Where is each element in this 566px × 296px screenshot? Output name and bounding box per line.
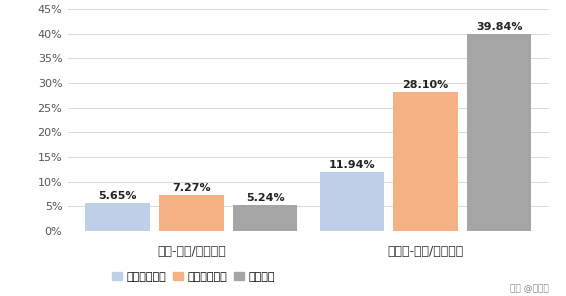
Text: 28.10%: 28.10% [402,80,449,90]
Text: 39.84%: 39.84% [476,22,522,32]
Text: 5.24%: 5.24% [246,193,285,203]
Bar [233,205,297,231]
Bar [393,92,458,231]
Bar [467,34,531,231]
Bar [159,195,224,231]
Text: 11.94%: 11.94% [328,160,375,170]
Text: 7.27%: 7.27% [172,183,211,193]
Bar [320,172,384,231]
Text: 5.65%: 5.65% [98,191,137,201]
Legend: 太原理工大学, 山西财经大学, 山西大学: 太原理工大学, 山西财经大学, 山西大学 [112,272,275,282]
Text: 研究生-机关/事业单位: 研究生-机关/事业单位 [387,245,464,258]
Text: 头条 @优志愿: 头条 @优志愿 [511,284,549,293]
Bar [85,203,150,231]
Text: 本科-机关/事业单位: 本科-机关/事业单位 [157,245,226,258]
